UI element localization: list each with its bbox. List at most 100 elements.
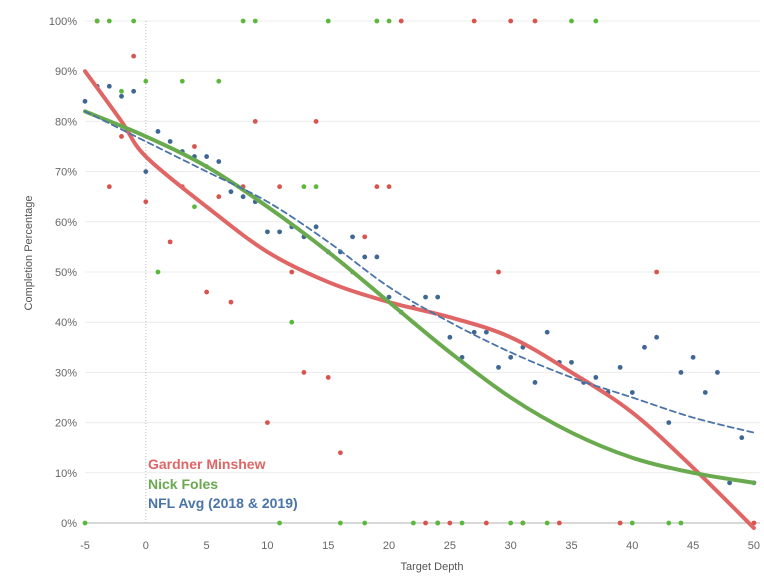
foles-point (459, 520, 465, 526)
nfl-avg-point (508, 354, 514, 360)
foles-point (252, 18, 258, 24)
y-tick-label: 0% (61, 518, 77, 530)
foles-point (386, 18, 392, 24)
minshew-point (204, 289, 210, 295)
nfl-avg-point (642, 344, 647, 350)
nfl-avg-point (471, 329, 477, 335)
nfl-avg-point (544, 329, 550, 335)
minshew-point (423, 520, 428, 526)
y-tick-label: 80% (55, 116, 77, 128)
foles-point (362, 520, 368, 526)
foles-point (678, 520, 684, 526)
minshew-point (654, 269, 660, 275)
legend-nfl-avg: NFL Avg (2018 & 2019) (148, 495, 298, 511)
nfl-avg-point (715, 370, 720, 375)
foles-point (216, 78, 222, 84)
minshew-point (119, 134, 124, 139)
y-tick-label: 20% (55, 418, 77, 430)
minshew-point (338, 450, 343, 456)
nfl-avg-point (569, 359, 574, 365)
minshew-point (289, 269, 295, 275)
foles-point (544, 520, 550, 526)
minshew-point (106, 184, 112, 190)
minshew-point (143, 199, 149, 205)
nfl-avg-point (386, 294, 392, 300)
nfl-avg-point (447, 334, 453, 340)
x-tick-label: 15 (322, 540, 334, 552)
foles-point (94, 18, 100, 24)
legend-foles: Nick Foles (148, 476, 218, 492)
trend-lines (83, 69, 756, 531)
x-tick-label: 25 (444, 540, 456, 552)
nfl-avg-point (435, 294, 441, 300)
nfl-avg-point (119, 93, 124, 99)
nfl-avg-point (350, 234, 355, 240)
minshew-point (301, 370, 307, 375)
legend-minshew: Gardner Minshew (148, 456, 266, 472)
foles-trend-line (83, 109, 756, 485)
foles-point (240, 18, 246, 24)
y-tick-label: 70% (55, 167, 77, 179)
nfl-avg-point (690, 354, 696, 360)
nfl-avg-point (155, 129, 161, 134)
minshew-point (252, 119, 258, 124)
minshew-point (265, 420, 270, 425)
y-tick-label: 40% (55, 317, 77, 329)
x-tick-label: 30 (505, 540, 517, 552)
minshew-point (277, 184, 282, 190)
minshew-point (483, 520, 489, 526)
foles-point (435, 520, 441, 526)
foles-point (192, 204, 197, 210)
nfl-avg-point (240, 194, 246, 200)
nfl-avg-point (617, 364, 623, 370)
nfl-avg-point (374, 254, 380, 260)
x-tick-label: 20 (383, 540, 395, 552)
foles-point (106, 18, 112, 24)
foles-point (593, 18, 599, 24)
nfl-avg-point (678, 370, 684, 375)
x-tick-label: 5 (204, 540, 210, 552)
minshew-point (556, 520, 562, 526)
y-axis-title: Completion Percentage (23, 196, 35, 311)
minshew-point (496, 269, 501, 275)
minshew-point (447, 520, 453, 526)
nfl-avg-point (106, 83, 112, 89)
nfl-avg-point (362, 254, 368, 260)
minshew-point (325, 375, 331, 380)
x-axis-ticks: -5 0 5 10 15 20 25 30 35 40 45 50 (80, 540, 760, 552)
y-axis-ticks: 0% 10% 20% 30% 40% 50% 60% 70% 80% 90% 100% (49, 16, 77, 530)
minshew-point (532, 18, 538, 24)
foles-point (119, 88, 124, 94)
y-tick-label: 30% (55, 367, 77, 379)
nfl-avg-point (167, 139, 173, 144)
minshew-point (386, 184, 392, 190)
foles-point (508, 520, 514, 526)
nfl-avg-point (423, 294, 428, 300)
foles-point (179, 78, 185, 84)
foles-point (82, 520, 88, 526)
y-tick-label: 90% (55, 66, 77, 78)
nfl-avg-point (654, 334, 660, 340)
foles-point (313, 184, 319, 190)
nfl-avg-point (228, 189, 234, 195)
y-tick-label: 100% (49, 16, 77, 28)
x-tick-label: 40 (626, 540, 638, 552)
nfl-avg-point (702, 390, 708, 395)
minshew-point (398, 18, 404, 24)
foles-point (143, 78, 149, 84)
nfl-avg-point (739, 435, 745, 441)
foles-point (520, 520, 526, 526)
minshew-point (617, 520, 623, 526)
minshew-point (216, 194, 222, 200)
minshew-point (471, 18, 477, 24)
x-tick-label: 35 (565, 540, 577, 552)
nfl-avg-point (313, 224, 319, 230)
nfl-avg-point (593, 375, 599, 380)
foles-point (325, 18, 331, 24)
x-tick-label: -5 (80, 540, 90, 552)
minshew-point (192, 144, 197, 149)
x-axis-title: Target Depth (401, 561, 464, 573)
foles-point (666, 520, 672, 526)
foles-point (289, 319, 295, 325)
